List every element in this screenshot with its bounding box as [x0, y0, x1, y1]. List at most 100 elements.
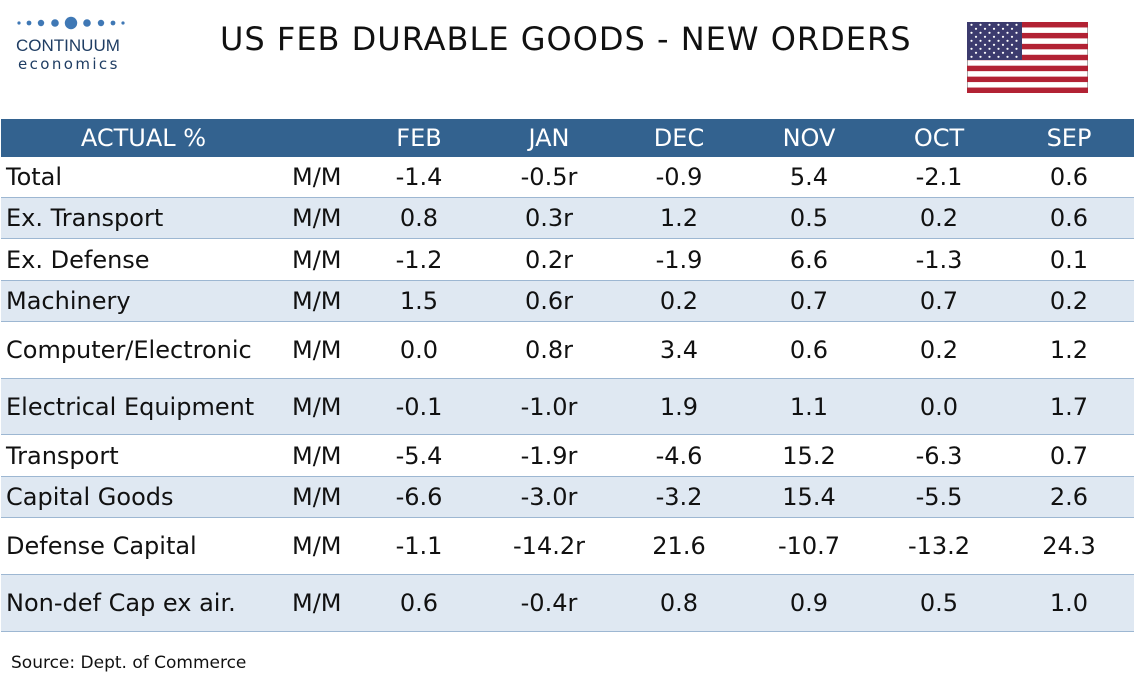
table-row: Computer/Electronic M/M 0.0 0.8r 3.4 0.6 0.2 1.… — [1, 322, 1134, 379]
cell-jan: 0.2r — [524, 245, 574, 274]
cell-sep: 0.2 — [1049, 287, 1089, 315]
us-flag-icon — [967, 22, 1088, 93]
cell-sep: 2.6 — [1049, 483, 1089, 511]
row-label: Capital Goods — [6, 483, 174, 511]
header-col-nov: NOV — [782, 124, 836, 152]
cell-feb: -1.4 — [395, 163, 443, 191]
cell-oct: 0.2 — [919, 336, 959, 364]
row-unit: M/M — [292, 287, 342, 315]
cell-nov: 1.1 — [789, 392, 829, 421]
table-header: ACTUAL % FEB JAN DEC NOV OCT SEP — [1, 119, 1134, 157]
cell-jan: -0.5r — [520, 163, 578, 191]
cell-sep: 0.6 — [1049, 163, 1089, 191]
cell-feb: 0.8 — [399, 204, 439, 232]
logo-name: CONTINUUM — [16, 36, 120, 55]
cell-jan: 0.3r — [524, 204, 574, 232]
row-unit: M/M — [292, 392, 342, 421]
cell-feb: -1.1 — [395, 532, 443, 560]
cell-feb: -0.1 — [395, 392, 443, 421]
row-unit: M/M — [292, 204, 342, 232]
row-label: Electrical Equipment — [6, 392, 255, 421]
row-label: Defense Capital — [6, 532, 197, 560]
cell-feb: 1.5 — [399, 287, 439, 315]
cell-nov: 15.4 — [782, 483, 836, 511]
cell-sep: 0.1 — [1049, 245, 1089, 274]
cell-nov: 15.2 — [782, 441, 836, 470]
cell-dec: -0.9 — [655, 163, 703, 191]
table-row: Capital Goods M/M -6.6 -3.0r -3.2 15.4 -5.5 2.6 — [1, 477, 1134, 518]
row-unit: M/M — [292, 589, 342, 617]
cell-dec: 21.6 — [652, 532, 706, 560]
cell-oct: 0.2 — [919, 204, 959, 232]
cell-dec: -1.9 — [655, 245, 703, 274]
table-row: Total M/M -1.4 -0.5r -0.9 5.4 -2.1 0.6 — [1, 157, 1134, 198]
row-unit: M/M — [292, 441, 342, 470]
cell-sep: 24.3 — [1042, 532, 1096, 560]
cell-jan: 0.6r — [524, 287, 574, 315]
cell-feb: 0.0 — [399, 336, 439, 364]
continuum-logo: CONTINUUM economics — [14, 14, 134, 76]
cell-dec: 3.4 — [659, 336, 699, 364]
row-unit: M/M — [292, 532, 342, 560]
row-label: Computer/Electronic — [6, 336, 252, 364]
cell-dec: 0.8 — [659, 589, 699, 617]
cell-dec: 1.9 — [659, 392, 699, 421]
cell-dec: 1.2 — [659, 204, 699, 232]
cell-nov: 5.4 — [789, 163, 829, 191]
cell-jan: -0.4r — [520, 589, 578, 617]
page-title: US FEB DURABLE GOODS - NEW ORDERS — [220, 20, 912, 58]
table-row: Non-def Cap ex air. M/M 0.6 -0.4r 0.8 0.9 0.5 1… — [1, 575, 1134, 632]
header-col-feb: FEB — [396, 124, 442, 152]
cell-sep: 0.6 — [1049, 204, 1089, 232]
cell-jan: -14.2r — [513, 532, 585, 560]
cell-nov: 0.9 — [789, 589, 829, 617]
header-col-jan: JAN — [528, 124, 570, 152]
source-note: Source: Dept. of Commerce — [11, 653, 247, 673]
cell-nov: 0.5 — [789, 204, 829, 232]
cell-oct: -6.3 — [915, 441, 963, 470]
cell-sep: 1.7 — [1049, 392, 1089, 421]
header-col-dec: DEC — [653, 124, 705, 152]
cell-oct: 0.5 — [919, 589, 959, 617]
cell-nov: -10.7 — [777, 532, 841, 560]
cell-oct: -13.2 — [907, 532, 971, 560]
cell-sep: 1.0 — [1049, 589, 1089, 617]
cell-nov: 0.7 — [789, 287, 829, 315]
durable-goods-table: ACTUAL % FEB JAN DEC NOV OCT SEP Total M/… — [1, 119, 1134, 632]
cell-dec: 0.2 — [659, 287, 699, 315]
row-label: Ex. Transport — [6, 204, 164, 232]
table-row: Transport M/M -5.4 -1.9r -4.6 15.2 -6.3 0.7 — [1, 435, 1134, 477]
row-unit: M/M — [292, 336, 342, 364]
cell-feb: -6.6 — [395, 483, 443, 511]
header-col-oct: OCT — [913, 124, 965, 152]
cell-oct: -5.5 — [915, 483, 963, 511]
cell-oct: -2.1 — [915, 163, 963, 191]
cell-oct: -1.3 — [915, 245, 963, 274]
cell-jan: -1.0r — [520, 392, 578, 421]
cell-nov: 0.6 — [789, 336, 829, 364]
cell-feb: -5.4 — [395, 441, 443, 470]
table-row: Ex. Transport M/M 0.8 0.3r 1.2 0.5 0.2 0.6 — [1, 198, 1134, 239]
cell-feb: -1.2 — [395, 245, 443, 274]
cell-dec: -4.6 — [655, 441, 703, 470]
cell-sep: 1.2 — [1049, 336, 1089, 364]
cell-oct: 0.7 — [919, 287, 959, 315]
header-col-sep: SEP — [1046, 124, 1092, 152]
cell-jan: -1.9r — [520, 441, 578, 470]
table-row: Machinery M/M 1.5 0.6r 0.2 0.7 0.7 0.2 — [1, 281, 1134, 322]
row-label: Ex. Defense — [6, 245, 150, 274]
table-row: Ex. Defense M/M -1.2 0.2r -1.9 6.6 -1.3 0.1 — [1, 239, 1134, 281]
cell-feb: 0.6 — [399, 589, 439, 617]
row-label: Total — [6, 163, 63, 191]
row-unit: M/M — [292, 483, 342, 511]
cell-dec: -3.2 — [655, 483, 703, 511]
row-unit: M/M — [292, 245, 342, 274]
row-label: Non-def Cap ex air. — [6, 589, 236, 617]
row-label: Transport — [6, 441, 119, 470]
logo-dots-icon — [17, 16, 125, 30]
row-label: Machinery — [6, 287, 131, 315]
header-actual-label: ACTUAL % — [80, 124, 207, 152]
row-unit: M/M — [292, 163, 342, 191]
cell-jan: 0.8r — [524, 336, 574, 364]
cell-sep: 0.7 — [1049, 441, 1089, 470]
